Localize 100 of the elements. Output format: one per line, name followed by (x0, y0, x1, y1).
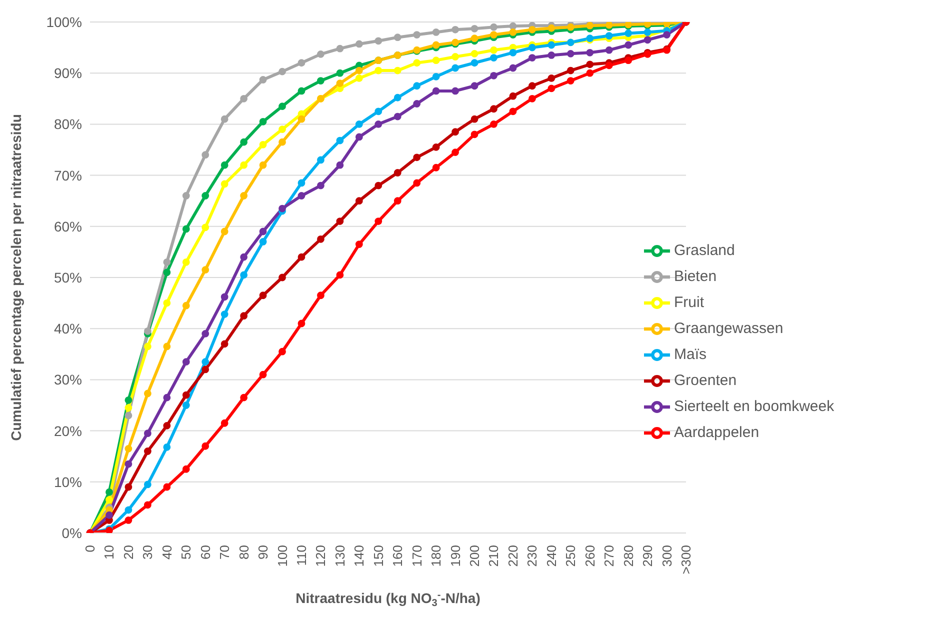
x-tick-label: 150 (370, 545, 386, 567)
point (452, 87, 459, 95)
x-tick-label: 0 (82, 545, 98, 552)
point (452, 64, 459, 72)
x-tick-label: 200 (467, 545, 482, 567)
x-tick-label: 70 (217, 545, 232, 560)
point (106, 488, 113, 496)
point (509, 108, 517, 116)
x-tick-label: 190 (448, 545, 463, 567)
point (336, 218, 344, 225)
point (470, 34, 478, 42)
point (355, 40, 363, 48)
point (394, 66, 402, 74)
point (394, 94, 402, 102)
point (317, 50, 324, 58)
y-tick-label: 60% (54, 218, 82, 234)
point (182, 391, 190, 399)
point (259, 161, 267, 169)
point (355, 133, 363, 141)
point (490, 46, 498, 54)
point (548, 24, 556, 32)
point (470, 82, 478, 90)
point (394, 112, 402, 120)
point (182, 258, 190, 266)
point (509, 22, 517, 30)
point (124, 444, 132, 452)
point (490, 120, 498, 128)
point (336, 44, 344, 52)
x-tick-label: 290 (640, 545, 656, 567)
point (605, 62, 613, 70)
point (490, 54, 498, 62)
point (202, 366, 210, 374)
point (509, 92, 517, 100)
point (470, 130, 478, 138)
point (278, 274, 286, 282)
point (566, 77, 574, 84)
point (144, 390, 152, 398)
point (528, 54, 536, 62)
point (259, 370, 267, 378)
point (432, 72, 440, 80)
point (432, 143, 440, 151)
point (240, 394, 248, 402)
point (605, 32, 613, 40)
point (374, 66, 382, 74)
point (202, 442, 210, 450)
point (278, 348, 286, 356)
point (240, 94, 248, 102)
point (528, 94, 536, 102)
point (240, 253, 248, 261)
x-axis-title: Nitraatresidu (kg NO$_{3}$$^{-}$-N/ha) (296, 590, 480, 609)
point (374, 37, 382, 45)
point (374, 108, 382, 116)
point (394, 197, 402, 205)
point (144, 448, 152, 455)
point (509, 64, 517, 72)
point (220, 419, 228, 427)
point (144, 342, 152, 350)
point (355, 66, 363, 74)
y-tick-label: 100% (46, 14, 82, 30)
point (220, 115, 228, 123)
x-tick-label: 230 (524, 545, 540, 567)
legend-label: Groenten (674, 372, 737, 390)
point (413, 179, 421, 187)
point (432, 41, 440, 49)
x-tick-label: 140 (352, 545, 367, 567)
point (124, 483, 132, 491)
point (394, 34, 402, 42)
x-tick-label: 10 (102, 545, 117, 560)
point (163, 342, 171, 350)
point (470, 59, 478, 67)
x-tick-label: 260 (582, 545, 598, 567)
point (259, 228, 267, 236)
point (413, 100, 421, 108)
point (240, 271, 248, 279)
point (144, 501, 152, 509)
y-tick-label: 20% (54, 422, 82, 439)
point (259, 140, 267, 148)
point (259, 292, 267, 300)
point (202, 224, 210, 232)
y-axis-title: Cumulatief percentage percelen per nitraatresidu (8, 114, 24, 441)
legend-label: Grasland (674, 242, 735, 260)
legend-label: Aardappelen (674, 424, 760, 442)
point (355, 74, 363, 82)
point (220, 161, 228, 169)
point (182, 225, 190, 233)
y-tick-label: 10% (54, 474, 82, 490)
point (548, 41, 556, 49)
point (490, 72, 498, 80)
legend-label: Graangewassen (674, 320, 784, 338)
point (144, 327, 152, 335)
point (548, 74, 556, 82)
point (144, 480, 152, 488)
point (355, 120, 363, 128)
x-tick-label: 130 (332, 545, 348, 567)
point (220, 228, 228, 236)
point (528, 26, 536, 34)
point (124, 506, 132, 514)
point (163, 483, 171, 491)
point (163, 443, 171, 451)
point (528, 44, 536, 52)
